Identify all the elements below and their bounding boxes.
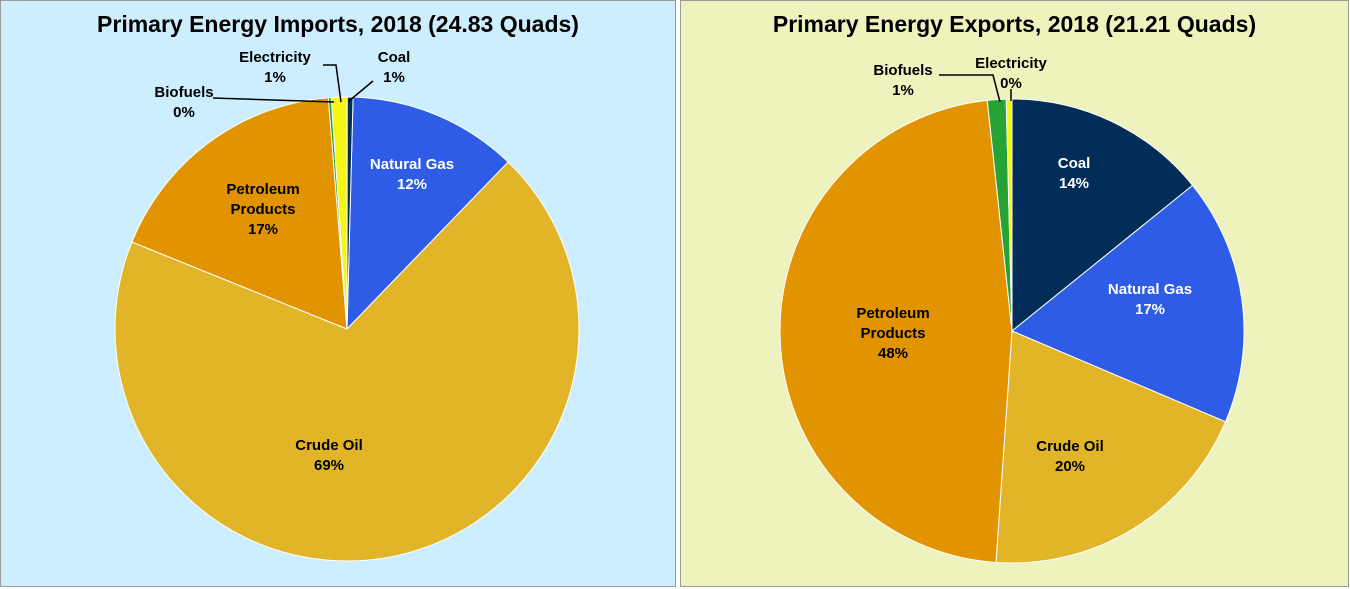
imports-label-biofuels: Biofuels 0% bbox=[154, 84, 213, 121]
exports-label-petroleum-products: Petroleum Products 48% bbox=[856, 305, 929, 362]
imports-percent-electricity: 1% bbox=[264, 69, 286, 86]
exports-slice-coal bbox=[1011, 98, 1194, 333]
exports-label-electricity: Electricity 0% bbox=[975, 55, 1047, 92]
imports-label-coal: Coal 1% bbox=[378, 49, 411, 86]
imports-chart-title: Primary Energy Imports, 2018 (24.83 Quad… bbox=[97, 11, 579, 37]
exports-chart-title: Primary Energy Exports, 2018 (21.21 Quad… bbox=[772, 11, 1257, 37]
exports-percent-biofuels: 1% bbox=[892, 82, 914, 99]
exports-label-natural-gas: Natural Gas 17% bbox=[1108, 281, 1192, 318]
imports-label-natural-gas: Natural Gas 12% bbox=[370, 156, 454, 193]
imports-label-crude-oil: Crude Oil 69% bbox=[295, 437, 363, 474]
exports-percent-electricity: 0% bbox=[1000, 75, 1022, 92]
imports-percent-petroleum-products: 17% bbox=[248, 221, 278, 238]
imports-slice-natural-gas bbox=[346, 96, 509, 331]
imports-percent-natural-gas: 12% bbox=[397, 176, 427, 193]
imports-percent-crude-oil: 69% bbox=[314, 457, 344, 474]
imports-leader-line-coal bbox=[348, 80, 374, 102]
exports-slice-crude-oil bbox=[995, 330, 1227, 564]
imports-label-petroleum-products: Petroleum Products 17% bbox=[226, 181, 299, 238]
exports-percent-petroleum-products: 48% bbox=[878, 345, 908, 362]
exports-pie-chart: Coal 14% Natural Gas 17% Crude Oil 20% Petrole… bbox=[779, 55, 1245, 564]
imports-percent-biofuels: 0% bbox=[173, 104, 195, 121]
exports-percent-natural-gas: 17% bbox=[1135, 301, 1165, 318]
exports-chart-panel: Primary Energy Exports, 2018 (21.21 Quad… bbox=[680, 0, 1349, 587]
exports-slice-natural-gas bbox=[1011, 184, 1245, 423]
imports-chart-panel: Primary Energy Imports, 2018 (24.83 Quad… bbox=[0, 0, 676, 587]
imports-percent-coal: 1% bbox=[383, 69, 405, 86]
imports-leader-line-electricity bbox=[323, 64, 342, 103]
exports-label-coal: Coal 14% bbox=[1058, 155, 1091, 192]
exports-percent-coal: 14% bbox=[1059, 175, 1089, 192]
imports-pie-chart: Natural Gas 12% Crude Oil 69% Petroleum Produ… bbox=[114, 49, 580, 562]
imports-label-electricity: Electricity 1% bbox=[239, 49, 311, 86]
exports-percent-crude-oil: 20% bbox=[1055, 458, 1085, 475]
exports-slice-petroleum-products bbox=[779, 99, 1013, 563]
exports-label-crude-oil: Crude Oil 20% bbox=[1036, 438, 1104, 475]
imports-slice-crude-oil bbox=[114, 161, 580, 562]
exports-label-biofuels: Biofuels 1% bbox=[873, 62, 932, 99]
exports-leader-line-biofuels bbox=[939, 74, 1001, 103]
exports-slice-electricity bbox=[1005, 98, 1013, 332]
imports-leader-line-biofuels bbox=[212, 97, 335, 103]
